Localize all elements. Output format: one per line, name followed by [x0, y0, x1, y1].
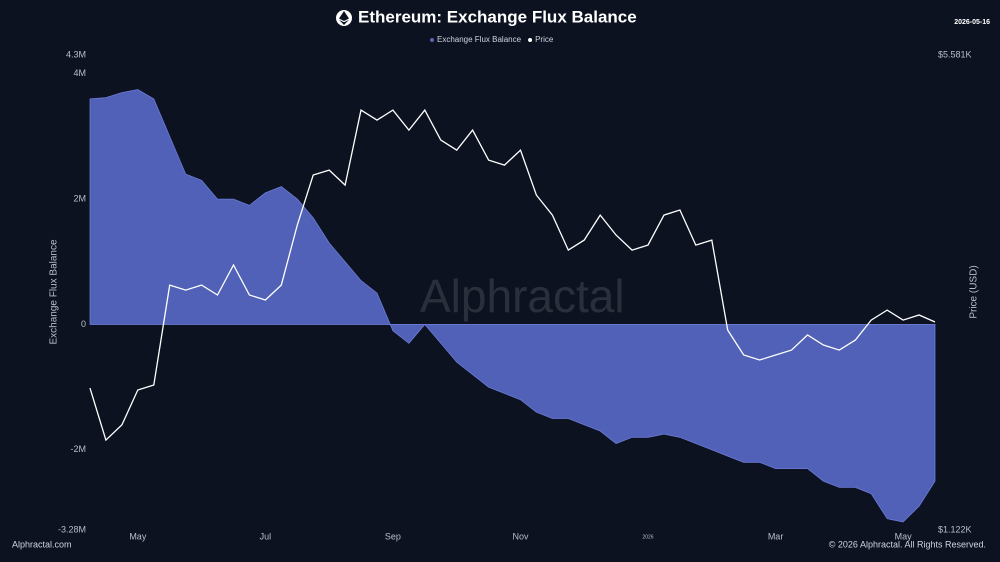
- legend-marker: [528, 38, 533, 42]
- source: Alphractal.com: [12, 539, 72, 549]
- x-tick-label: Mar: [768, 531, 784, 541]
- watermark: Alphractal: [420, 270, 625, 322]
- y-tick-label: -3.28M: [58, 524, 86, 534]
- price-line: [89, 108, 936, 442]
- y2-tick-label: $1.122K: [938, 524, 972, 534]
- legend-marker: [430, 38, 434, 42]
- y-tick-label: -2M: [71, 444, 87, 454]
- eth-glyph: [339, 11, 349, 25]
- x-tick-label: 2026: [642, 534, 653, 540]
- y-axis-label: Exchange Flux Balance: [49, 239, 60, 345]
- copyright: © 2026 Alphractal. All Rights Reserved.: [829, 539, 986, 549]
- x-tick-label: Jul: [260, 531, 272, 541]
- x-tick-label: May: [129, 531, 147, 541]
- y2-tick-label: $5.581K: [938, 49, 972, 59]
- chart-title: Ethereum: Exchange Flux Balance: [358, 7, 637, 26]
- flux-area: [89, 89, 936, 523]
- date: 2026-05-16: [954, 19, 990, 26]
- y-tick-label: 2M: [73, 194, 86, 204]
- x-tick-label: Nov: [512, 531, 529, 541]
- x-tick-label: Sep: [385, 531, 401, 541]
- y-tick-label: 4M: [73, 68, 86, 78]
- y-tick-label: 4.3M: [66, 49, 86, 59]
- y2-axis-label: Price (USD): [969, 265, 980, 318]
- legend-label: Exchange Flux Balance: [437, 35, 522, 44]
- x-tick-label: May: [895, 531, 913, 541]
- y-tick-label: 0: [81, 319, 86, 329]
- legend-label: Price: [535, 35, 554, 44]
